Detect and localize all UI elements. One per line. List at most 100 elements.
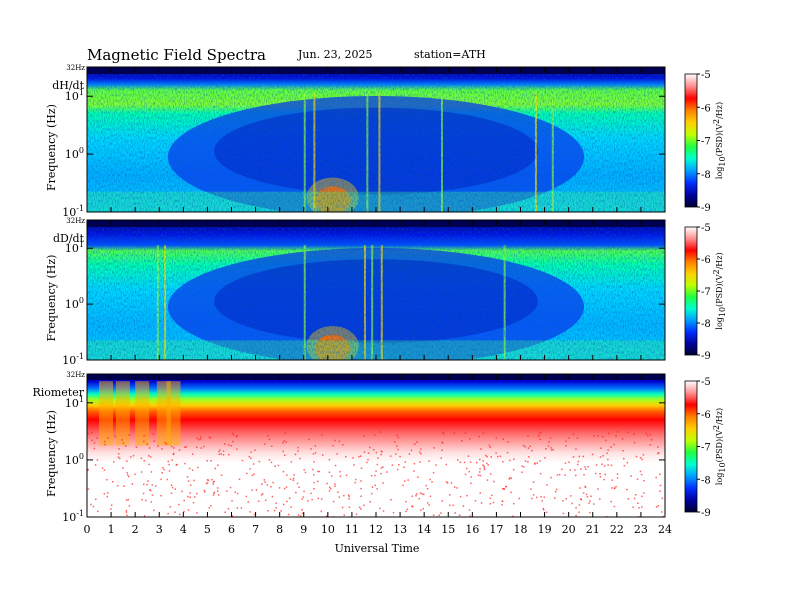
speckle-dot bbox=[334, 483, 336, 485]
speckle-dot bbox=[128, 505, 131, 507]
speckle-dot bbox=[586, 496, 589, 498]
y-tick-label: 100 bbox=[65, 296, 84, 311]
speckle-dot bbox=[397, 448, 399, 451]
speckle-dot bbox=[445, 481, 448, 483]
speckle-dot bbox=[117, 453, 120, 455]
speckle-dot bbox=[411, 505, 413, 507]
speckle-dot bbox=[208, 436, 210, 438]
speckle-dot bbox=[575, 448, 577, 450]
speckle-dot bbox=[234, 491, 236, 493]
speckle-dot bbox=[274, 465, 276, 467]
speckle-dot bbox=[118, 448, 120, 450]
speckle-dot bbox=[389, 455, 392, 457]
speckle-dot bbox=[228, 453, 230, 456]
speckle-dot bbox=[143, 483, 145, 486]
speckle-dot bbox=[142, 492, 145, 495]
speckle-dot bbox=[572, 456, 575, 458]
speckle-dot bbox=[502, 438, 504, 440]
speckle-dot bbox=[321, 434, 323, 436]
speckle-dot bbox=[97, 510, 99, 513]
speckle-dot bbox=[491, 494, 493, 497]
speckle-dot bbox=[189, 492, 191, 494]
speckle-dot bbox=[580, 498, 582, 500]
speckle-dot bbox=[421, 493, 423, 495]
speckle-dot bbox=[605, 439, 607, 442]
speckle-dot bbox=[271, 445, 273, 447]
speckle-dot bbox=[208, 507, 210, 509]
speckle-dot bbox=[527, 461, 529, 463]
speckle-dot bbox=[622, 450, 624, 452]
speckle-dot bbox=[207, 479, 210, 481]
speckle-dot bbox=[582, 492, 585, 494]
speckle-dot bbox=[518, 497, 520, 500]
speckle-dot bbox=[360, 495, 362, 497]
speckle-dot bbox=[286, 500, 288, 503]
colorbar-tick-label: -6 bbox=[701, 410, 711, 421]
speckle-dot bbox=[125, 509, 128, 512]
speckle-dot bbox=[616, 431, 619, 433]
speckle-dot bbox=[570, 495, 572, 497]
speckle-dot bbox=[168, 463, 170, 466]
disturbed-column bbox=[99, 381, 114, 446]
speckle-dot bbox=[397, 468, 399, 471]
speckle-dot bbox=[264, 481, 266, 483]
speckle-dot bbox=[442, 433, 445, 435]
speckle-dot bbox=[317, 497, 320, 500]
speckle-dot bbox=[282, 442, 284, 444]
speckle-dot bbox=[287, 513, 290, 516]
speckle-dot bbox=[497, 455, 499, 458]
x-tick-label: 4 bbox=[180, 523, 187, 536]
colorbar-tick-label: -7 bbox=[701, 287, 711, 298]
speckle-dot bbox=[562, 512, 565, 515]
speckle-dot bbox=[593, 503, 595, 505]
speckle-dot bbox=[267, 510, 269, 512]
speckle-dot bbox=[588, 502, 590, 504]
speckle-dot bbox=[616, 473, 619, 475]
speckle-dot bbox=[571, 502, 573, 505]
speckle-dot bbox=[212, 481, 215, 483]
speckle-dot bbox=[220, 453, 222, 455]
speckle-dot bbox=[657, 452, 659, 455]
speckle-dot bbox=[236, 507, 239, 509]
speckle-dot bbox=[337, 491, 339, 493]
speckle-dot bbox=[426, 488, 429, 490]
speckle-dot bbox=[616, 477, 619, 479]
speckle-dot bbox=[426, 502, 429, 504]
x-tick-label: 3 bbox=[156, 523, 163, 536]
speckle-dot bbox=[396, 434, 399, 436]
speckle-dot bbox=[564, 474, 566, 476]
speckle-dot bbox=[478, 471, 481, 473]
speckle-dot bbox=[659, 490, 661, 492]
speckle-dot bbox=[606, 452, 608, 454]
speckle-dot bbox=[458, 514, 461, 516]
speckle-dot bbox=[630, 475, 632, 477]
speckle-dot bbox=[196, 437, 198, 440]
speckle-dot bbox=[273, 509, 276, 512]
speckle-dot bbox=[607, 458, 609, 461]
speckle-dot bbox=[415, 494, 417, 497]
speckle-dot bbox=[249, 511, 251, 513]
speckle-dot bbox=[482, 464, 484, 466]
speckle-dot bbox=[127, 474, 129, 476]
speckle-dot bbox=[595, 464, 598, 466]
speckle-dot bbox=[459, 495, 462, 498]
speckle-dot bbox=[600, 447, 602, 449]
speckle-dot bbox=[218, 453, 221, 455]
speckle-dot bbox=[480, 502, 483, 504]
speckle-dot bbox=[576, 437, 579, 439]
speckle-dot bbox=[376, 463, 379, 466]
speckle-dot bbox=[192, 502, 195, 504]
speckle-dot bbox=[318, 470, 321, 473]
speckle-dot bbox=[317, 480, 319, 483]
speckle-dot bbox=[162, 467, 164, 469]
speckle-dot bbox=[301, 498, 303, 500]
speckle-dot bbox=[420, 448, 422, 450]
speckle-dot bbox=[236, 448, 238, 450]
speckle-dot bbox=[332, 444, 334, 447]
speckle-dot bbox=[469, 438, 471, 440]
speckle-dot bbox=[585, 493, 588, 496]
speckle-dot bbox=[649, 444, 652, 446]
speckle-dot bbox=[382, 482, 384, 484]
